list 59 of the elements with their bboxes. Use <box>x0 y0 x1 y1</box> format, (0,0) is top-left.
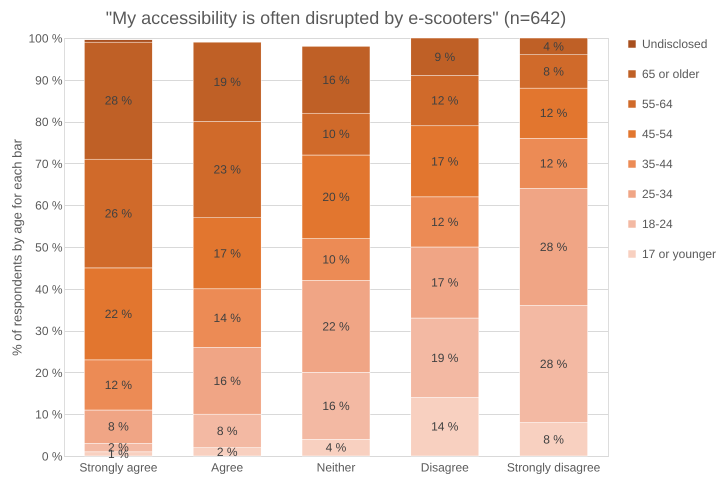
data-label: 8 % <box>216 424 238 438</box>
x-tick-label: Strongly agree <box>79 460 158 474</box>
data-label: 17 % <box>431 276 459 290</box>
x-tick-label: Agree <box>211 460 244 474</box>
data-label: 17 % <box>431 154 459 168</box>
y-tick-label: 10 % <box>35 408 63 422</box>
data-label: 14 % <box>214 311 242 326</box>
data-label: 8 % <box>543 432 564 446</box>
data-label: 22 % <box>104 306 132 321</box>
data-label: 10 % <box>322 127 350 142</box>
data-label: 12 % <box>104 378 132 392</box>
y-tick-label: 50 % <box>35 240 63 254</box>
data-label: 4 % <box>326 440 347 455</box>
data-label: 17 % <box>214 246 242 260</box>
legend-label: Undisclosed <box>642 37 708 51</box>
data-label: 2 % <box>216 444 238 459</box>
x-tick-label: Disagree <box>420 460 470 474</box>
y-tick-label: 40 % <box>35 282 63 296</box>
data-label: 22 % <box>322 319 350 334</box>
legend-label: 17 or younger <box>642 247 716 261</box>
data-label: 16 % <box>322 398 350 413</box>
legend-label: 65 or older <box>642 67 700 81</box>
data-label: 10 % <box>322 252 350 267</box>
legend-label: 35-44 <box>642 157 674 171</box>
y-tick-label: 20 % <box>35 366 63 380</box>
data-label: 8 % <box>543 64 564 78</box>
data-label: 12 % <box>540 106 568 120</box>
y-tick-label: 30 % <box>35 324 63 338</box>
y-tick-label: 70 % <box>35 156 63 171</box>
chart-title: "My accessibility is often disrupted by e-scooters" (n=642) <box>106 8 566 28</box>
data-label: 20 % <box>322 190 350 204</box>
data-label: 12 % <box>431 94 459 108</box>
legend-label: 25-34 <box>642 187 674 201</box>
legend-label: 55-64 <box>642 97 674 111</box>
legend-label: 45-54 <box>642 127 674 141</box>
data-label: 19 % <box>431 350 459 365</box>
data-label: 23 % <box>214 162 242 177</box>
data-label: 28 % <box>540 357 568 372</box>
data-label: 28 % <box>104 94 132 108</box>
data-label: 16 % <box>322 72 350 87</box>
y-tick-label: 60 % <box>35 198 63 213</box>
y-axis-title: % of respondents by age for each bar <box>9 138 24 356</box>
x-tick-label: Neither <box>316 460 356 474</box>
data-label: 12 % <box>431 214 459 229</box>
data-label: 4 % <box>543 39 564 54</box>
data-label: 9 % <box>434 50 456 64</box>
data-label: 16 % <box>214 374 242 388</box>
data-label: 19 % <box>214 74 242 89</box>
data-label: 8 % <box>108 420 130 434</box>
y-tick-label: 100 % <box>28 32 63 46</box>
data-label: 26 % <box>104 206 132 221</box>
data-label: 28 % <box>540 240 568 254</box>
data-label: 14 % <box>431 420 459 434</box>
y-tick-label: 0 % <box>42 450 63 464</box>
legend-label: 18-24 <box>642 217 674 231</box>
x-tick-label: Strongly disagree <box>506 460 601 474</box>
y-tick-label: 90 % <box>35 73 63 88</box>
y-tick-label: 80 % <box>35 115 63 130</box>
data-label: 12 % <box>540 156 568 170</box>
